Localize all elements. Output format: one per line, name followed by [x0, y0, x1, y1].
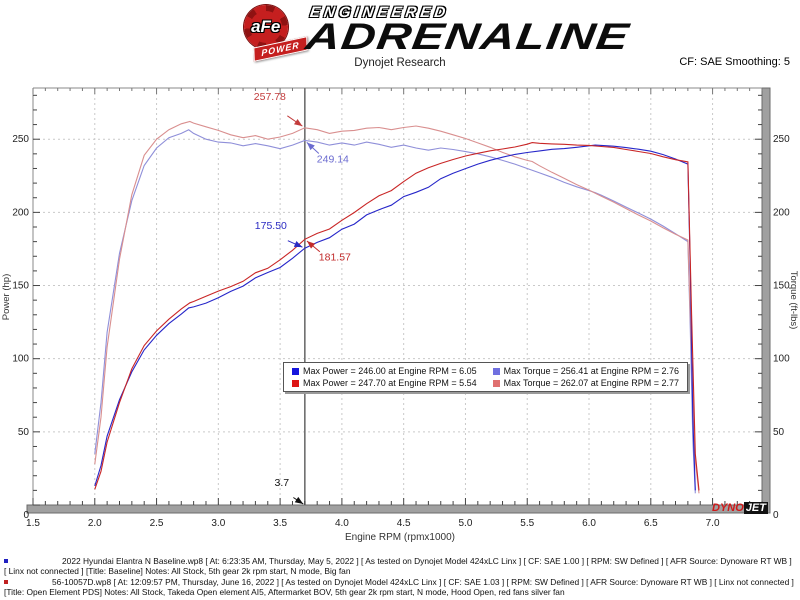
x-tick-label: 2.0: [88, 518, 102, 529]
y-tick-label-left: 50: [18, 427, 30, 438]
run-bullet: [4, 559, 8, 563]
annotation-arrowhead: [293, 241, 303, 248]
y-tick-label-right: 150: [773, 281, 790, 292]
series-line-power-open-element-pds: [94, 142, 700, 491]
x-tick-label: 4.5: [397, 518, 411, 529]
y-axis-label-right: Torque (ft-lbs): [788, 271, 799, 330]
x-axis-label: Engine RPM (rpmx1000): [345, 532, 455, 543]
annotation-value: 175.50: [255, 220, 287, 232]
legend-item: Max Torque = 256.41 at Engine RPM = 2.76: [492, 366, 680, 376]
dynojet-logo: DYNO JET: [712, 502, 768, 514]
x-tick-label: 7.0: [706, 518, 720, 529]
x-axis-bar: [26, 504, 771, 514]
x-tick-label: 6.0: [582, 518, 596, 529]
legend: Max Power = 246.00 at Engine RPM = 6.05 M…: [283, 362, 689, 392]
legend-label: Max Torque = 262.07 at Engine RPM = 2.77: [503, 378, 680, 388]
smoothing-setting: CF: SAE Smoothing: 5: [679, 56, 790, 68]
x-tick-label: 2.5: [150, 518, 164, 529]
y-tick-label-right: 250: [773, 134, 790, 145]
legend-swatch-icon: [492, 379, 500, 387]
x-tick-label: 5.5: [520, 518, 534, 529]
y-tick-label-left: 0: [23, 510, 29, 521]
x-tick-label: 3.0: [211, 518, 225, 529]
footer-run: 56-10057D.wp8 [ At: 12:09:57 PM, Thursda…: [0, 577, 796, 597]
y-tick-label-right: 100: [773, 354, 790, 365]
y-tick-label-left: 150: [12, 281, 29, 292]
series-line-power-baseline: [94, 144, 696, 491]
brand-adrenaline: ADRENALINE: [302, 16, 632, 58]
legend-label: Max Power = 246.00 at Engine RPM = 6.05: [303, 366, 477, 376]
run-bullet: [4, 580, 8, 584]
legend-item: Max Power = 247.70 at Engine RPM = 5.54: [292, 378, 477, 388]
x-tick-label: 3.5: [273, 518, 287, 529]
y-axis-label-left: Power (hp): [1, 274, 12, 320]
run-text: 56-10057D.wp8 [ At: 12:09:57 PM, Thursda…: [4, 577, 794, 597]
legend-swatch-icon: [292, 367, 299, 375]
y-tick-label-right: 200: [773, 207, 790, 218]
x-tick-label: 6.5: [644, 518, 658, 529]
annotation-arrowhead: [306, 142, 315, 151]
legend-item: Max Torque = 262.07 at Engine RPM = 2.77: [492, 378, 680, 388]
afe-shutter-icon: aFe: [243, 5, 288, 49]
x-tick-label: 4.0: [335, 518, 349, 529]
legend-item: Max Power = 246.00 at Engine RPM = 6.05: [292, 366, 477, 376]
series-line-torque-open-element-pds: [94, 120, 700, 494]
legend-swatch-icon: [492, 367, 500, 375]
x-tick-label: 1.5: [26, 518, 40, 529]
annotation-arrowhead: [294, 496, 304, 504]
report-header: aFe POWER ENGINEERED ADRENALINE Dynojet …: [0, 0, 800, 80]
y-tick-label-left: 100: [12, 354, 29, 365]
series-line-torque-baseline: [94, 129, 696, 494]
afe-power-logo: aFe POWER: [242, 5, 308, 62]
y-tick-label-right: 50: [773, 427, 785, 438]
run-text: 2022 Hyundai Elantra N Baseline.wp8 [ At…: [4, 556, 792, 576]
footer-run: 2022 Hyundai Elantra N Baseline.wp8 [ At…: [0, 556, 796, 576]
annotation-value: 3.7: [275, 477, 290, 489]
x-tick-label: 5.0: [459, 518, 473, 529]
y-tick-label-left: 250: [12, 134, 29, 145]
annotation-value: 257.78: [254, 91, 286, 103]
brand-block: aFe POWER ENGINEERED ADRENALINE: [0, 4, 800, 62]
dynojet-logo-jet: JET: [743, 502, 768, 514]
legend-label: Max Power = 247.70 at Engine RPM = 5.54: [303, 378, 477, 388]
y-axis-bar-right: [761, 87, 771, 514]
y-tick-label-left: 200: [12, 207, 29, 218]
annotation-value: 181.57: [319, 251, 351, 263]
run-info-footer: 2022 Hyundai Elantra N Baseline.wp8 [ At…: [0, 556, 796, 598]
afe-logo-text: aFe: [251, 17, 281, 36]
y-tick-label-right: 0: [773, 510, 779, 521]
annotation-arrowhead: [306, 241, 316, 249]
legend-label: Max Torque = 256.41 at Engine RPM = 2.76: [503, 366, 680, 376]
brand-text: ENGINEERED ADRENALINE: [303, 4, 632, 57]
chart-title: Dynojet Research: [354, 57, 446, 69]
annotation-value: 249.14: [317, 154, 349, 166]
legend-swatch-icon: [292, 379, 299, 387]
dynojet-logo-dyno: DYNO: [712, 502, 744, 514]
annotation-arrowhead: [293, 118, 303, 127]
